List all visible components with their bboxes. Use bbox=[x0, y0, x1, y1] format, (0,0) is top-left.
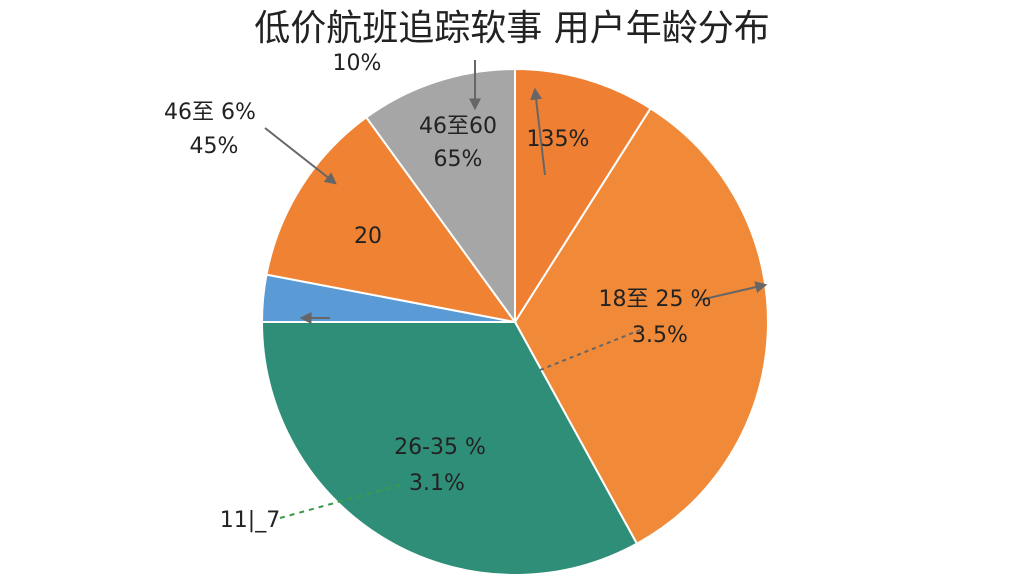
arrows bbox=[264, 60, 768, 519]
slice-label: 18至 25 % bbox=[599, 287, 712, 312]
slice-label: 46至60 bbox=[419, 114, 497, 139]
annotation: 135% bbox=[527, 127, 590, 152]
pie-slice bbox=[513, 107, 769, 546]
labels: 18至 25 % 26-35 % 46至 6% 46至60 135% 3.5% 3.1% 45… bbox=[164, 51, 711, 533]
slice-label: 26-35 % bbox=[394, 435, 486, 460]
pie bbox=[260, 67, 769, 576]
annotation: 65% bbox=[434, 147, 483, 172]
annotation: 3.1% bbox=[409, 471, 465, 496]
pie-slice bbox=[514, 67, 652, 326]
annotation: 3.5% bbox=[632, 323, 688, 348]
slice-label: 46至 6% bbox=[164, 100, 256, 125]
annotation: 11|_7 bbox=[220, 508, 280, 533]
pie-slice bbox=[265, 115, 518, 324]
pie-slice bbox=[260, 321, 639, 576]
annotation: 20 bbox=[354, 224, 382, 249]
chart-title: 低价航班追踪软事 用户年龄分布 bbox=[254, 8, 769, 49]
annotation: 10% bbox=[333, 51, 382, 76]
pie-slice bbox=[364, 67, 516, 326]
annotation: 45% bbox=[190, 134, 239, 159]
